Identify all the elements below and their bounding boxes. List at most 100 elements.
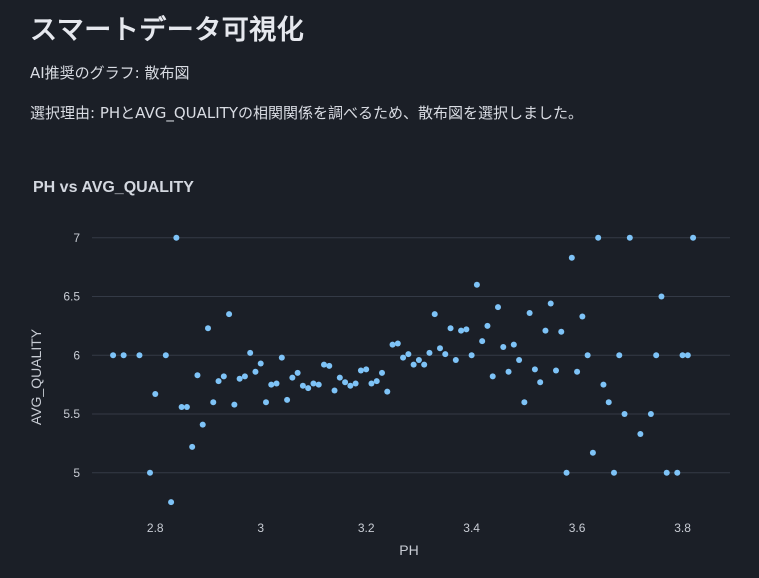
scatter-point[interactable] bbox=[315, 381, 322, 388]
scatter-point[interactable] bbox=[273, 380, 280, 387]
scatter-point[interactable] bbox=[595, 234, 602, 241]
scatter-point[interactable] bbox=[495, 304, 501, 311]
scatter-point[interactable] bbox=[231, 401, 238, 408]
scatter-point[interactable] bbox=[384, 388, 391, 395]
scatter-point[interactable] bbox=[394, 340, 401, 347]
scatter-point[interactable] bbox=[199, 421, 206, 428]
scatter-point[interactable] bbox=[347, 382, 354, 389]
scatter-point[interactable] bbox=[389, 341, 396, 348]
scatter-point[interactable] bbox=[589, 449, 596, 456]
scatter-point[interactable] bbox=[379, 369, 385, 376]
scatter-point[interactable] bbox=[421, 361, 428, 368]
scatter-point[interactable] bbox=[637, 430, 644, 437]
scatter-point[interactable] bbox=[452, 356, 459, 363]
scatter-point[interactable] bbox=[626, 234, 633, 241]
scatter-point[interactable] bbox=[679, 352, 686, 359]
scatter-point[interactable] bbox=[278, 354, 285, 361]
scatter-point[interactable] bbox=[194, 372, 201, 379]
scatter-point[interactable] bbox=[247, 349, 254, 356]
scatter-point[interactable] bbox=[162, 352, 169, 359]
scatter-point[interactable] bbox=[611, 469, 617, 476]
scatter-point[interactable] bbox=[647, 411, 654, 417]
scatter-point[interactable] bbox=[183, 403, 190, 410]
scatter-point[interactable] bbox=[463, 326, 470, 333]
scatter-point[interactable] bbox=[658, 293, 665, 300]
scatter-point[interactable] bbox=[542, 327, 549, 334]
scatter-point[interactable] bbox=[510, 341, 517, 348]
scatter-point[interactable] bbox=[294, 369, 301, 376]
scatter-point[interactable] bbox=[468, 352, 475, 359]
scatter-point[interactable] bbox=[437, 345, 443, 352]
scatter-point[interactable] bbox=[168, 499, 175, 506]
scatter-point[interactable] bbox=[336, 374, 343, 381]
scatter-point[interactable] bbox=[220, 373, 227, 380]
scatter-point[interactable] bbox=[410, 361, 417, 368]
scatter-point[interactable] bbox=[331, 387, 338, 394]
scatter-point[interactable] bbox=[553, 367, 559, 374]
scatter-point[interactable] bbox=[368, 380, 375, 387]
scatter-point[interactable] bbox=[189, 443, 196, 450]
scatter-point[interactable] bbox=[110, 352, 117, 359]
scatter-point[interactable] bbox=[178, 403, 185, 410]
scatter-point[interactable] bbox=[563, 469, 570, 476]
scatter-point[interactable] bbox=[205, 325, 211, 332]
scatter-point[interactable] bbox=[263, 399, 269, 406]
scatter-point[interactable] bbox=[257, 360, 264, 367]
scatter-point[interactable] bbox=[426, 349, 433, 356]
scatter-point[interactable] bbox=[210, 399, 217, 406]
scatter-point[interactable] bbox=[568, 254, 575, 261]
scatter-point[interactable] bbox=[537, 379, 544, 386]
scatter-point[interactable] bbox=[442, 351, 449, 358]
scatter-point[interactable] bbox=[579, 313, 586, 320]
scatter-point[interactable] bbox=[690, 234, 697, 241]
scatter-point[interactable] bbox=[284, 396, 291, 403]
scatter-point[interactable] bbox=[363, 366, 370, 373]
scatter-point[interactable] bbox=[357, 367, 364, 374]
scatter-point[interactable] bbox=[616, 352, 623, 359]
scatter-point[interactable] bbox=[663, 469, 670, 476]
scatter-point[interactable] bbox=[373, 378, 380, 385]
scatter-point[interactable] bbox=[431, 311, 438, 318]
scatter-point[interactable] bbox=[299, 382, 306, 389]
scatter-point[interactable] bbox=[500, 344, 507, 351]
scatter-point[interactable] bbox=[268, 381, 275, 388]
scatter-point[interactable] bbox=[516, 356, 523, 363]
scatter-point[interactable] bbox=[305, 385, 312, 392]
scatter-point[interactable] bbox=[241, 373, 248, 380]
scatter-point[interactable] bbox=[147, 469, 153, 476]
scatter-point[interactable] bbox=[473, 281, 480, 288]
scatter-point[interactable] bbox=[605, 399, 612, 406]
scatter-point[interactable] bbox=[405, 351, 412, 358]
scatter-point[interactable] bbox=[236, 375, 243, 382]
scatter-point[interactable] bbox=[215, 378, 222, 385]
scatter-point[interactable] bbox=[226, 311, 233, 318]
scatter-point[interactable] bbox=[653, 352, 660, 359]
scatter-point[interactable] bbox=[484, 322, 491, 329]
scatter-point[interactable] bbox=[574, 368, 581, 375]
scatter-point[interactable] bbox=[289, 374, 296, 381]
scatter-point[interactable] bbox=[600, 381, 607, 388]
scatter-point[interactable] bbox=[352, 380, 359, 387]
scatter-point[interactable] bbox=[674, 469, 681, 476]
scatter-point[interactable] bbox=[684, 352, 691, 359]
scatter-point[interactable] bbox=[173, 234, 180, 241]
scatter-point[interactable] bbox=[558, 328, 565, 335]
scatter-point[interactable] bbox=[152, 391, 159, 398]
scatter-point[interactable] bbox=[136, 352, 143, 359]
scatter-point[interactable] bbox=[415, 356, 422, 363]
scatter-point[interactable] bbox=[447, 325, 454, 332]
scatter-point[interactable] bbox=[479, 338, 486, 345]
scatter-point[interactable] bbox=[526, 309, 533, 316]
scatter-point[interactable] bbox=[321, 361, 327, 368]
scatter-point[interactable] bbox=[531, 366, 538, 373]
scatter-point[interactable] bbox=[326, 362, 333, 369]
scatter-point[interactable] bbox=[342, 379, 349, 386]
scatter-point[interactable] bbox=[489, 373, 496, 380]
scatter-point[interactable] bbox=[621, 411, 628, 417]
scatter-point[interactable] bbox=[458, 327, 465, 334]
scatter-point[interactable] bbox=[584, 352, 591, 359]
scatter-point[interactable] bbox=[521, 399, 528, 406]
scatter-point[interactable] bbox=[505, 368, 512, 375]
scatter-point[interactable] bbox=[120, 352, 127, 359]
scatter-point[interactable] bbox=[310, 380, 317, 387]
